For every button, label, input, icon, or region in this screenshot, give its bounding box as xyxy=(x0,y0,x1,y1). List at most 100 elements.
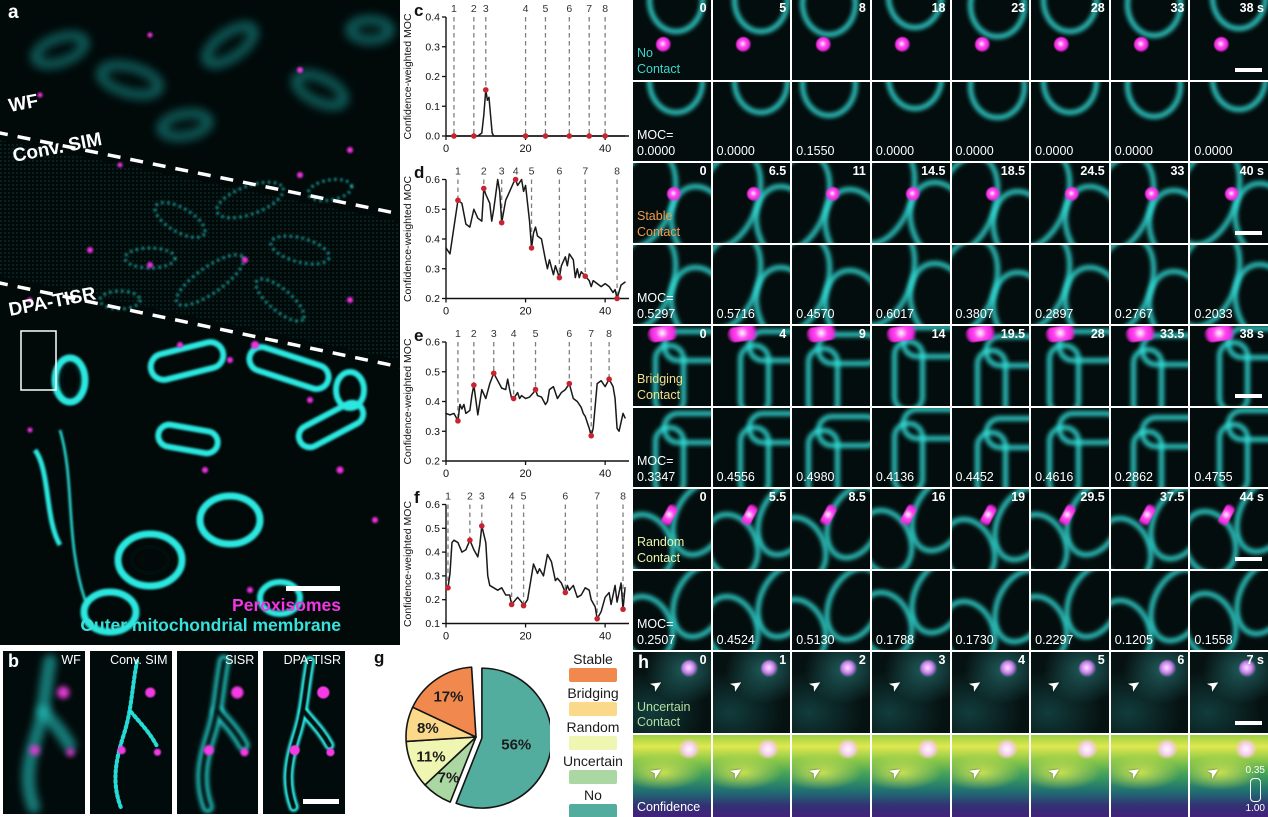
svg-text:0: 0 xyxy=(443,631,449,643)
peroxisome-graphic xyxy=(1065,186,1080,201)
svg-text:20: 20 xyxy=(519,143,531,155)
svg-text:3: 3 xyxy=(491,328,497,340)
image-label-dpa-tisr: DPA-TISR xyxy=(283,653,341,667)
svg-text:20: 20 xyxy=(519,631,531,643)
moc-value: 0.0000 xyxy=(716,143,755,158)
peroxisome-graphic xyxy=(974,36,990,52)
mitochondria-graphic xyxy=(21,654,77,814)
tisr-zone-graphic xyxy=(32,339,367,636)
legend-swatch-random xyxy=(569,736,617,751)
peroxisome-graphic xyxy=(1213,36,1229,52)
bridging-contact-frame: 9 xyxy=(792,326,870,406)
mitochondria-graphic xyxy=(653,343,687,406)
peroxisome-graphic xyxy=(757,739,780,758)
peroxisome-graphic xyxy=(916,739,939,758)
uncertain-contact-frame: ➤ 7 s xyxy=(1190,652,1268,733)
mitochondria-channel-label: Outer mitochondrial membrane xyxy=(80,615,341,635)
colorbar-min-label: 1.00 xyxy=(1245,803,1265,814)
random-contact-frame: 19 xyxy=(951,489,1030,569)
confidence-label: Confidence xyxy=(637,800,701,814)
mitochondria-graphic xyxy=(113,659,161,809)
moc-value: 0.2862 xyxy=(1114,469,1153,484)
svg-text:8: 8 xyxy=(620,491,626,503)
svg-text:0.2: 0.2 xyxy=(425,456,440,468)
svg-text:4: 4 xyxy=(511,328,517,340)
svg-text:1: 1 xyxy=(451,3,457,15)
panel-letter-d: d xyxy=(414,163,425,182)
no-contact-frame: 23 xyxy=(951,0,1030,80)
chart-c-confidence-weighted-moc: c 0.0 0.1 0.2 0.3 0.4 0 20 40 1 2 3 4 5 6 7 8 Confidence… xyxy=(400,0,635,162)
colorbar-max-label: 0.35 xyxy=(1245,765,1265,776)
peroxisome-graphic xyxy=(1075,739,1098,758)
frame-timestamp: 9 xyxy=(858,327,866,341)
svg-text:0.1: 0.1 xyxy=(425,101,440,113)
mitochondria-graphic xyxy=(974,348,1008,406)
peroxisome-graphic xyxy=(985,186,1000,201)
line-chart-svg: 0.2 0.3 0.4 0.5 0.6 0 20 40 1 2 3 4 5 6 7 8 Confidence-w… xyxy=(402,166,629,318)
svg-text:0: 0 xyxy=(443,306,449,318)
peroxisome-graphic xyxy=(996,739,1019,758)
pie-slice-percentage: 56% xyxy=(501,737,531,754)
svg-text:0.2: 0.2 xyxy=(425,71,440,83)
uncertain-contact-frame: ➤ 0 h Uncertain Contact xyxy=(633,652,711,733)
panel-a-overview-image: WF Conv. SIM DPA-TISR Peroxisomes Outer … xyxy=(0,0,400,645)
svg-text:2: 2 xyxy=(481,166,487,178)
svg-text:0.6: 0.6 xyxy=(425,499,440,511)
peroxisome-graphic xyxy=(1224,186,1239,201)
frame-timestamp: 3 xyxy=(938,653,946,667)
moc-value: 0.1730 xyxy=(955,632,994,647)
random-contact-frame: 8.5 xyxy=(792,489,870,569)
bridging-moc-frame: MOC= 0.3347 xyxy=(633,407,711,487)
peroxisome-graphic xyxy=(677,739,700,758)
svg-text:1: 1 xyxy=(455,328,461,340)
stable-contact-frame: 24.5 xyxy=(1031,163,1109,243)
frame-timestamp: 4 xyxy=(779,327,787,341)
svg-text:7: 7 xyxy=(588,328,594,340)
frame-timestamp: 0 xyxy=(699,653,707,667)
uncertain-contact-frame: ➤ 2 xyxy=(792,652,870,733)
moc-value: 0.2297 xyxy=(1035,632,1074,647)
mitochondria-graphic xyxy=(653,424,687,487)
scale-bar xyxy=(303,799,339,804)
bridging-contact-frame: 28 xyxy=(1031,326,1109,406)
svg-text:6: 6 xyxy=(566,3,572,15)
stable-moc-frame: MOC= 0.5297 xyxy=(633,244,711,324)
frame-timestamp: 7 s xyxy=(1246,653,1264,667)
random-contact-frame: 44 s xyxy=(1190,489,1268,569)
svg-text:0.3: 0.3 xyxy=(425,41,440,53)
mitochondria-graphic xyxy=(646,81,706,116)
svg-text:20: 20 xyxy=(519,468,531,480)
peroxisome-graphic xyxy=(1134,36,1150,52)
moc-value: MOC= 0.5297 xyxy=(637,290,676,321)
peroxisome-graphic xyxy=(895,36,911,52)
no-moc-frame: 0.0000 xyxy=(1110,81,1189,161)
scale-bar xyxy=(1235,230,1262,235)
pie-slice-percentage: 7% xyxy=(438,770,460,787)
pointer-arrow-icon: ➤ xyxy=(1204,675,1224,697)
frame-timestamp: 5 xyxy=(1097,653,1105,667)
peroxisome-graphic xyxy=(746,186,761,201)
pointer-arrow-icon: ➤ xyxy=(1124,761,1145,783)
svg-text:40: 40 xyxy=(599,631,611,643)
moc-value: 0.4452 xyxy=(955,469,994,484)
charts-column: c 0.0 0.1 0.2 0.3 0.4 0 20 40 1 2 3 4 5 6 7 8 Confidence… xyxy=(400,0,635,817)
no-contact-frame: 33 xyxy=(1110,0,1189,80)
frame-timestamp: 18.5 xyxy=(1000,164,1026,178)
pointer-arrow-icon: ➤ xyxy=(646,675,667,697)
uncertain-contact-frame: ➤ 3 xyxy=(871,652,950,733)
moc-value: 0.0000 xyxy=(1194,143,1233,158)
svg-text:0.4: 0.4 xyxy=(425,12,440,24)
svg-text:0.4: 0.4 xyxy=(425,547,440,559)
panel-letter-g: g xyxy=(374,648,385,667)
scale-bar xyxy=(1235,721,1262,725)
moc-value: 0.5130 xyxy=(796,632,835,647)
peroxisome-graphic xyxy=(826,186,841,201)
pointer-arrow-icon: ➤ xyxy=(646,761,667,783)
mitochondria-graphic xyxy=(737,343,772,406)
peroxisome-graphic xyxy=(1144,186,1159,201)
pie-slice-stable xyxy=(411,666,477,738)
pointer-arrow-icon: ➤ xyxy=(1044,761,1065,783)
confidence-map-frame: ➤ xyxy=(1110,735,1189,817)
random-moc-frame: 0.1558 xyxy=(1190,570,1268,650)
panel-letter-e: e xyxy=(414,326,424,345)
